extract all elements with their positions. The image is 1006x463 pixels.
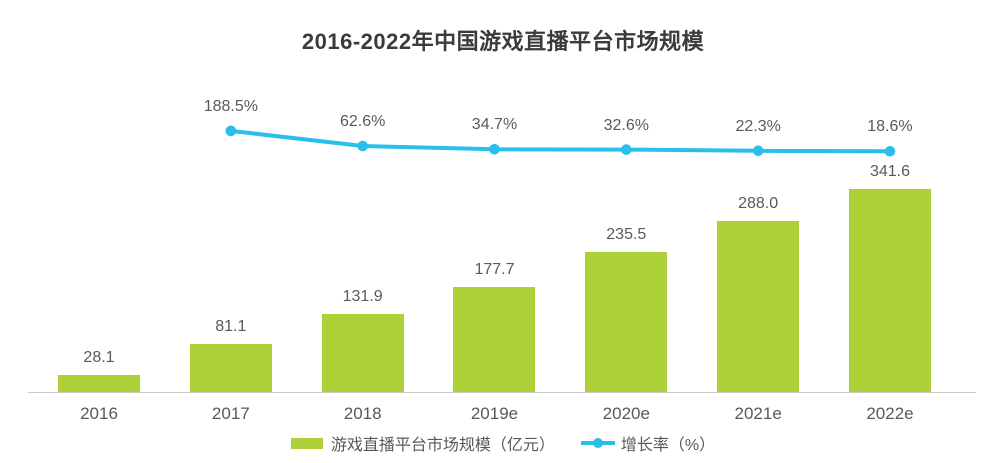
bar-value-label: 28.1 bbox=[83, 349, 115, 367]
growth-line-point bbox=[357, 140, 368, 152]
growth-value-label: 22.3% bbox=[735, 117, 781, 135]
bar-2021e bbox=[717, 221, 800, 392]
growth-value-label: 18.6% bbox=[867, 118, 913, 136]
growth-line-point bbox=[489, 144, 500, 155]
x-axis-label: 2020e bbox=[602, 404, 650, 423]
legend-item-growth-rate: 增长率（%） bbox=[580, 431, 716, 455]
growth-line-point bbox=[621, 144, 632, 155]
growth-line-point bbox=[225, 125, 237, 137]
x-axis-label: 2019e bbox=[470, 404, 519, 423]
x-axis-label: 2021e bbox=[734, 404, 782, 423]
x-axis-label: 2018 bbox=[343, 404, 382, 423]
legend-item-market-size: 游戏直播平台市场规模（亿元） bbox=[290, 431, 555, 455]
x-axis-label: 2017 bbox=[211, 404, 250, 423]
growth-value-label: 34.7% bbox=[471, 116, 518, 134]
legend-bar-label: 游戏直播平台市场规模（亿元） bbox=[330, 437, 555, 454]
x-axis-line bbox=[28, 392, 976, 393]
bar-value-label: 235.5 bbox=[606, 226, 647, 244]
bar-series-swatch bbox=[290, 437, 323, 449]
growth-line-point bbox=[752, 145, 764, 157]
bar-2016 bbox=[58, 375, 140, 392]
bar-2017 bbox=[189, 343, 272, 392]
x-axis-label: 2016 bbox=[80, 404, 118, 423]
legend-line-label: 增长率（%） bbox=[620, 437, 716, 454]
x-axis-label: 2022e bbox=[866, 404, 914, 423]
bar-value-label: 81.1 bbox=[215, 317, 247, 335]
line-series-swatch bbox=[580, 438, 615, 448]
bar-value-label: 131.9 bbox=[342, 287, 383, 305]
growth-line-point bbox=[884, 146, 896, 157]
growth-value-label: 62.6% bbox=[339, 112, 386, 130]
bar-value-label: 341.6 bbox=[869, 163, 910, 181]
bar-2020e bbox=[585, 252, 668, 392]
bar-value-label: 177.7 bbox=[474, 260, 515, 278]
growth-value-label: 32.6% bbox=[603, 116, 649, 134]
legend: 游戏直播平台市场规模（亿元） 增长率（%） bbox=[0, 431, 1006, 455]
bar-value-label: 288.0 bbox=[738, 195, 779, 213]
growth-value-label: 188.5% bbox=[203, 97, 258, 115]
chart-title: 2016-2022年中国游戏直播平台市场规模 bbox=[301, 29, 705, 54]
legend-line-dot bbox=[592, 438, 603, 448]
bar-2018 bbox=[321, 313, 404, 392]
bar-2019e bbox=[453, 286, 536, 392]
bar-2022e bbox=[848, 189, 931, 392]
